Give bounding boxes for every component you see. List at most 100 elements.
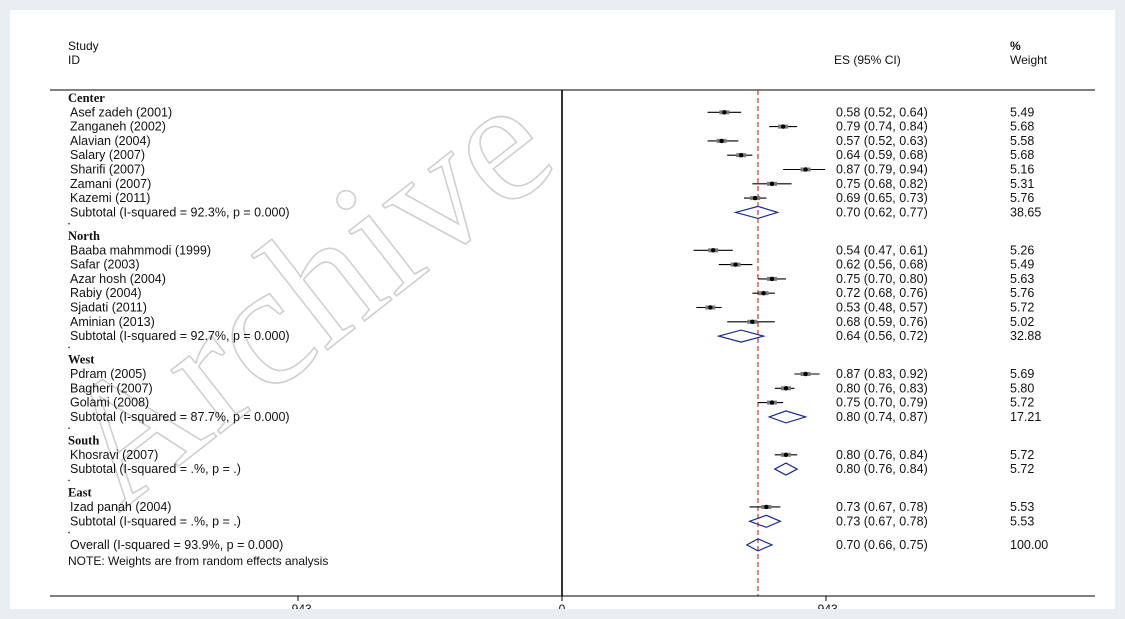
subtotal-effect-size-ci: 0.80 (0.74, 0.87) bbox=[836, 410, 928, 424]
effect-size-ci: 0.54 (0.47, 0.61) bbox=[836, 243, 928, 257]
study-label: Baaba mahmmodi (1999) bbox=[70, 243, 211, 257]
point-estimate bbox=[803, 371, 808, 377]
x-tick-label: .943 bbox=[814, 602, 838, 609]
study-label: Safar (2003) bbox=[70, 258, 139, 272]
subtotal-diamond bbox=[716, 329, 766, 343]
effect-size-ci: 0.68 (0.59, 0.76) bbox=[836, 315, 928, 329]
header-weight-symbol: % bbox=[1010, 39, 1021, 53]
subtotal-effect-size-ci: 0.73 (0.67, 0.78) bbox=[836, 514, 928, 528]
subtotal-effect-size-ci: 0.80 (0.76, 0.84) bbox=[836, 462, 928, 476]
subtotal-label: Subtotal (I-squared = 92.3%, p = 0.000) bbox=[70, 205, 290, 219]
weight-value: 5.72 bbox=[1010, 300, 1034, 314]
study-label: Sjadati (2011) bbox=[70, 300, 147, 314]
group-label: North bbox=[68, 229, 100, 243]
point-estimate bbox=[761, 290, 766, 296]
point-estimate bbox=[738, 153, 744, 158]
study-label: Salary (2007) bbox=[70, 148, 145, 162]
point-estimate bbox=[769, 276, 775, 282]
weight-value: 5.31 bbox=[1010, 177, 1034, 191]
effect-size-ci: 0.69 (0.65, 0.73) bbox=[836, 191, 928, 205]
header-id: ID bbox=[68, 53, 80, 67]
group-label: South bbox=[68, 433, 99, 447]
group-separator bbox=[68, 427, 70, 429]
group-separator bbox=[68, 222, 70, 225]
group-label: East bbox=[68, 486, 92, 500]
study-label: Kazemi (2011) bbox=[70, 191, 150, 205]
study-label: Bagheri (2007) bbox=[70, 381, 153, 395]
overall-label: Overall (I-squared = 93.9%, p = 0.000) bbox=[70, 538, 283, 552]
weight-value: 5.02 bbox=[1010, 315, 1034, 329]
point-estimate bbox=[750, 319, 755, 324]
point-estimate bbox=[764, 504, 769, 510]
effect-size-ci: 0.75 (0.70, 0.79) bbox=[836, 396, 928, 410]
x-tick-label: -.943 bbox=[284, 602, 312, 609]
weight-value: 5.76 bbox=[1010, 286, 1034, 300]
effect-size-ci: 0.75 (0.68, 0.82) bbox=[836, 177, 928, 191]
effect-size-ci: 0.57 (0.52, 0.63) bbox=[836, 134, 928, 148]
subtotal-diamond bbox=[733, 205, 780, 220]
point-estimate bbox=[783, 452, 789, 457]
subtotal-effect-size-ci: 0.64 (0.56, 0.72) bbox=[836, 329, 928, 343]
x-tick-label: 0 bbox=[559, 602, 566, 609]
study-label: Izad panah (2004) bbox=[70, 500, 171, 514]
study-label: Asef zadeh (2001) bbox=[70, 105, 172, 119]
subtotal-weight-value: 32.88 bbox=[1010, 329, 1041, 343]
overall-effect-size-ci: 0.70 (0.66, 0.75) bbox=[836, 538, 928, 552]
subtotal-diamond bbox=[773, 462, 799, 476]
weight-value: 5.68 bbox=[1010, 120, 1034, 134]
table-header: Study ID ES (95% CI) % Weight bbox=[68, 39, 1048, 67]
weight-value: 5.76 bbox=[1010, 191, 1034, 205]
point-estimate bbox=[783, 386, 789, 391]
effect-size-ci: 0.80 (0.76, 0.84) bbox=[836, 448, 928, 462]
effect-size-ci: 0.87 (0.79, 0.94) bbox=[836, 163, 928, 177]
weight-value: 5.68 bbox=[1010, 148, 1034, 162]
point-estimate bbox=[769, 400, 775, 405]
point-estimate bbox=[769, 181, 775, 186]
study-label: Khosravi (2007) bbox=[70, 448, 158, 462]
weight-value: 5.72 bbox=[1010, 448, 1034, 462]
effect-size-ci: 0.75 (0.70, 0.80) bbox=[836, 272, 928, 286]
study-label: Zamani (2007) bbox=[70, 177, 151, 191]
weight-value: 5.72 bbox=[1010, 396, 1034, 410]
header-es-ci: ES (95% CI) bbox=[834, 53, 901, 67]
plot-frame bbox=[50, 89, 1095, 596]
weight-value: 5.63 bbox=[1010, 272, 1034, 286]
point-estimate bbox=[719, 138, 724, 144]
subtotal-effect-size-ci: 0.70 (0.62, 0.77) bbox=[836, 205, 928, 219]
subtotal-diamond bbox=[747, 514, 782, 528]
subtotal-diamond bbox=[767, 410, 808, 424]
group-label: West bbox=[68, 353, 95, 367]
point-estimate bbox=[710, 248, 716, 253]
subtotal-label: Subtotal (I-squared = 92.7%, p = 0.000) bbox=[70, 329, 290, 343]
subtotal-label: Subtotal (I-squared = 87.7%, p = 0.000) bbox=[70, 410, 290, 424]
effect-size-ci: 0.53 (0.48, 0.57) bbox=[836, 300, 928, 314]
weight-value: 5.16 bbox=[1010, 163, 1034, 177]
group-separator bbox=[68, 531, 70, 534]
study-label: Zanganeh (2002) bbox=[70, 120, 166, 134]
effect-size-ci: 0.58 (0.52, 0.64) bbox=[836, 105, 928, 119]
subtotal-weight-value: 5.53 bbox=[1010, 514, 1034, 528]
weight-value: 5.49 bbox=[1010, 105, 1034, 119]
study-label: Rabiy (2004) bbox=[70, 286, 142, 300]
overall-weight-value: 100.00 bbox=[1010, 538, 1048, 552]
forest-plot: Archive Study ID ES (95% CI) % Weight Ce… bbox=[21, 39, 1095, 609]
group-separator bbox=[68, 479, 70, 482]
study-label: Aminian (2013) bbox=[70, 315, 155, 329]
header-weight: Weight bbox=[1010, 53, 1048, 67]
subtotal-weight-value: 5.72 bbox=[1010, 462, 1034, 476]
point-estimate bbox=[708, 305, 713, 310]
weight-value: 5.69 bbox=[1010, 367, 1034, 381]
effect-size-ci: 0.80 (0.76, 0.83) bbox=[836, 381, 928, 395]
point-estimate bbox=[733, 262, 738, 267]
effect-size-ci: 0.64 (0.59, 0.68) bbox=[836, 148, 928, 162]
effect-size-ci: 0.87 (0.83, 0.92) bbox=[836, 367, 928, 381]
footnote: NOTE: Weights are from random effects an… bbox=[68, 554, 328, 568]
effect-size-ci: 0.79 (0.74, 0.84) bbox=[836, 120, 928, 134]
study-label: Azar hosh (2004) bbox=[70, 272, 166, 286]
weight-value: 5.80 bbox=[1010, 381, 1034, 395]
subtotal-weight-value: 17.21 bbox=[1010, 410, 1041, 424]
subtotal-label: Subtotal (I-squared = .%, p = .) bbox=[70, 462, 241, 476]
weight-value: 5.26 bbox=[1010, 243, 1034, 257]
study-label: Pdram (2005) bbox=[70, 367, 146, 381]
point-estimate bbox=[780, 124, 786, 129]
